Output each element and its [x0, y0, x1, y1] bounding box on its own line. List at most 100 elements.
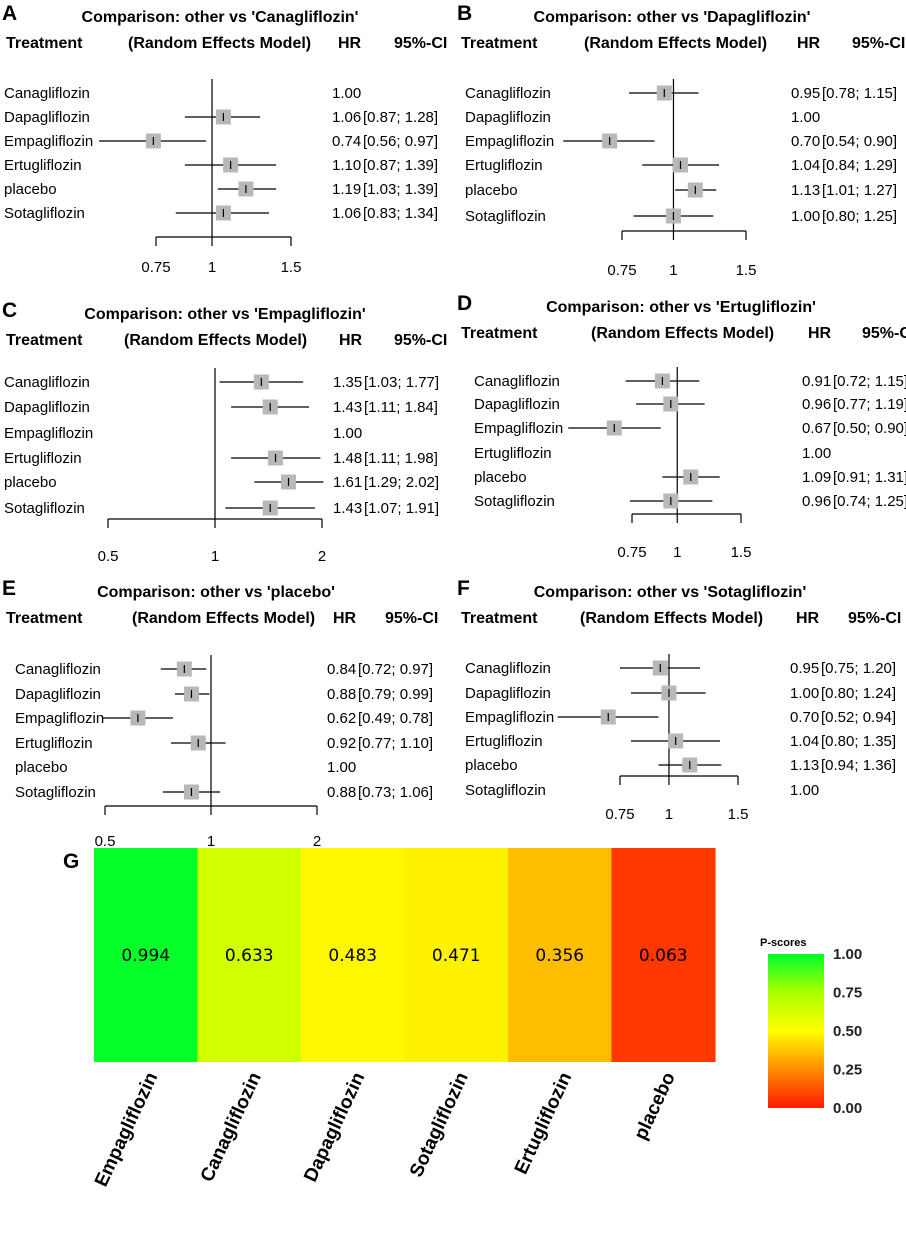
- row-label: Sotagliflozin: [474, 493, 555, 510]
- row-label: Empagliflozin: [4, 425, 93, 442]
- row-hr: 0.84: [327, 661, 356, 678]
- tick-label: 1: [669, 262, 677, 279]
- forest-title: Comparison: other vs 'placebo': [97, 584, 335, 601]
- row-label: Ertugliflozin: [4, 450, 82, 467]
- header-ci: 95%-CI: [385, 610, 438, 627]
- header-treatment: Treatment: [461, 610, 538, 627]
- row-ci: [0.54; 0.90]: [822, 133, 897, 150]
- row-label: placebo: [4, 181, 57, 198]
- row-ci: [0.78; 1.15]: [822, 85, 897, 102]
- row-hr: 1.04: [791, 157, 820, 174]
- row-ci: [0.79; 0.99]: [358, 686, 433, 703]
- row-hr: 1.09: [802, 469, 831, 486]
- panel-label: C: [2, 299, 17, 322]
- heatmap-cell: [94, 848, 199, 1062]
- row-hr: 1.00: [791, 109, 820, 126]
- header-treatment: Treatment: [6, 332, 83, 349]
- panel-label: B: [457, 2, 472, 25]
- row-ci: [0.56; 0.97]: [363, 133, 438, 150]
- forest-panel-f: F Comparison: other vs 'Sotagliflozin' Tre…: [457, 577, 901, 823]
- row-ci: [1.03; 1.39]: [363, 181, 438, 198]
- cell-value: 0.063: [639, 946, 688, 966]
- row-label: placebo: [465, 182, 518, 199]
- row-label: Dapagliflozin: [4, 109, 90, 126]
- panel-label: G: [63, 850, 79, 873]
- forest-title: Comparison: other vs 'Dapagliflozin': [534, 9, 811, 26]
- legend-tick-label: 0.75: [833, 985, 862, 1002]
- header-model: (Random Effects Model): [591, 325, 774, 342]
- row-hr: 0.88: [327, 784, 356, 801]
- row-hr: 0.96: [802, 493, 831, 510]
- row-label: Empagliflozin: [474, 420, 563, 437]
- tick-label: 1: [207, 833, 215, 850]
- forest-title: Comparison: other vs 'Ertugliflozin': [546, 299, 816, 316]
- row-hr: 1.00: [790, 685, 819, 702]
- row-ci: [0.72; 1.15]: [833, 373, 906, 390]
- legend-tick-label: 0.50: [833, 1023, 862, 1040]
- forest-title: Comparison: other vs 'Empagliflozin': [84, 306, 365, 323]
- row-label: Empagliflozin: [465, 133, 554, 150]
- row-label: Canagliflozin: [465, 660, 551, 677]
- row-label: Ertugliflozin: [474, 445, 552, 462]
- row-ci: [0.91; 1.31]: [833, 469, 906, 486]
- row-hr: 0.74: [332, 133, 361, 150]
- row-hr: 0.95: [791, 85, 820, 102]
- row-ci: [1.07; 1.91]: [364, 500, 439, 517]
- row-hr: 1.00: [332, 85, 361, 102]
- row-label: Sotagliflozin: [465, 782, 546, 799]
- panel-label: A: [2, 2, 17, 25]
- row-hr: 0.70: [790, 709, 819, 726]
- heatmap-cell: [404, 848, 509, 1062]
- legend-title: P-scores: [760, 937, 806, 949]
- header-hr: HR: [797, 35, 821, 52]
- row-hr: 0.95: [790, 660, 819, 677]
- row-hr: 1.06: [332, 205, 361, 222]
- row-hr: 0.96: [802, 396, 831, 413]
- tick-label: 0.75: [141, 259, 170, 276]
- x-category-label: placebo: [630, 1069, 679, 1143]
- row-label: Empagliflozin: [465, 709, 554, 726]
- row-ci: [1.03; 1.77]: [364, 374, 439, 391]
- row-label: placebo: [4, 474, 57, 491]
- tick-label: 0.75: [605, 806, 634, 823]
- row-label: Dapagliflozin: [465, 109, 551, 126]
- row-ci: [0.94; 1.36]: [821, 757, 896, 774]
- row-ci: [0.50; 0.90]: [833, 420, 906, 437]
- header-hr: HR: [796, 610, 820, 627]
- panel-label: F: [457, 577, 470, 600]
- header-model: (Random Effects Model): [124, 332, 307, 349]
- tick-label: 1: [673, 544, 681, 561]
- row-label: placebo: [15, 759, 68, 776]
- row-hr: 0.88: [327, 686, 356, 703]
- tick-label: 1: [208, 259, 216, 276]
- tick-label: 1.5: [728, 806, 749, 823]
- row-ci: [0.49; 0.78]: [358, 710, 433, 727]
- header-ci: 95%-CI: [852, 35, 905, 52]
- row-hr: 1.00: [802, 445, 831, 462]
- header-hr: HR: [339, 332, 363, 349]
- row-ci: [0.87; 1.39]: [363, 157, 438, 174]
- forest-panel-b: B Comparison: other vs 'Dapagliflozin' Tre…: [457, 2, 905, 279]
- forest-panel-a: A Comparison: other vs 'Canagliflozin' Tre…: [2, 2, 447, 276]
- legend-colorbar: [768, 954, 824, 1108]
- row-hr: 1.00: [790, 782, 819, 799]
- tick-label: 1.5: [281, 259, 302, 276]
- heatmap-cell: [508, 848, 613, 1062]
- header-ci: 95%-CI: [394, 35, 447, 52]
- tick-label: 0.75: [617, 544, 646, 561]
- tick-label: 1: [211, 548, 219, 565]
- row-hr: 0.67: [802, 420, 831, 437]
- row-ci: [0.83; 1.34]: [363, 205, 438, 222]
- header-ci: 95%-CI: [848, 610, 901, 627]
- row-label: Dapagliflozin: [474, 396, 560, 413]
- header-hr: HR: [338, 35, 362, 52]
- panel-label: E: [2, 577, 16, 600]
- row-hr: 1.43: [333, 399, 362, 416]
- row-label: Empagliflozin: [4, 133, 93, 150]
- row-label: placebo: [465, 757, 518, 774]
- heatmap-cell: [611, 848, 716, 1062]
- legend-tick-label: 0.00: [833, 1100, 862, 1117]
- row-hr: 1.19: [332, 181, 361, 198]
- cell-value: 0.633: [225, 946, 274, 966]
- tick-label: 1.5: [731, 544, 752, 561]
